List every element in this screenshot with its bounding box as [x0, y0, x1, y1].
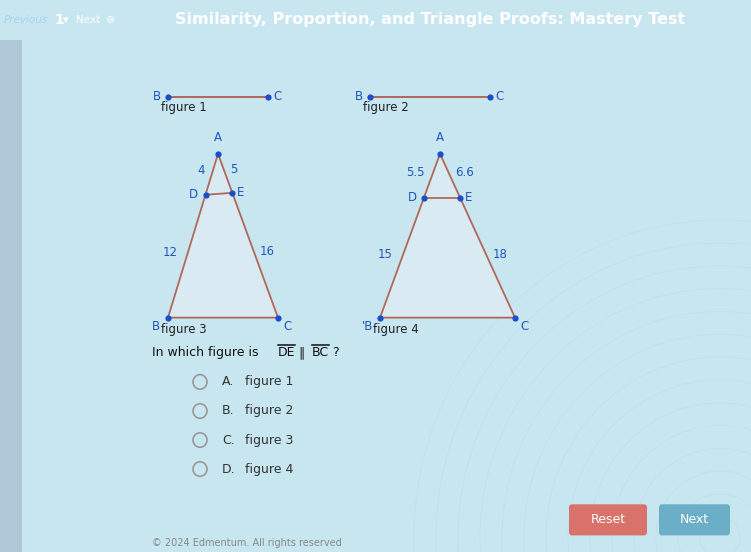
Text: D.: D. — [222, 463, 236, 475]
Text: B.: B. — [222, 405, 234, 417]
Text: © 2024 Edmentum. All rights reserved: © 2024 Edmentum. All rights reserved — [152, 538, 342, 548]
Text: C: C — [273, 91, 282, 103]
Text: ?: ? — [332, 347, 339, 359]
Text: ▾: ▾ — [63, 15, 68, 25]
Text: In which figure is: In which figure is — [152, 347, 258, 359]
Text: B: B — [355, 91, 363, 103]
Polygon shape — [380, 154, 515, 317]
Text: C: C — [520, 320, 528, 333]
Text: C: C — [283, 320, 291, 333]
Text: ∥: ∥ — [298, 347, 304, 359]
Text: Next: Next — [76, 15, 100, 25]
Text: 16: 16 — [260, 245, 275, 258]
Text: 1: 1 — [54, 13, 64, 27]
Text: B: B — [153, 91, 161, 103]
Text: 4: 4 — [198, 164, 205, 177]
FancyBboxPatch shape — [659, 505, 730, 535]
Text: E: E — [465, 191, 472, 204]
Text: Previous: Previous — [4, 15, 48, 25]
Text: 5: 5 — [230, 163, 237, 176]
Text: ⊕: ⊕ — [106, 15, 116, 25]
Text: A: A — [214, 131, 222, 145]
Text: DE: DE — [278, 347, 295, 359]
Text: figure 2: figure 2 — [245, 405, 294, 417]
Text: 12: 12 — [163, 246, 178, 259]
Text: BC: BC — [312, 347, 329, 359]
Text: Next: Next — [680, 513, 709, 527]
Text: Reset: Reset — [590, 513, 626, 527]
Text: 15: 15 — [378, 248, 393, 261]
Text: figure 3: figure 3 — [161, 323, 207, 336]
Text: Similarity, Proportion, and Triangle Proofs: Mastery Test: Similarity, Proportion, and Triangle Pro… — [175, 12, 685, 28]
Text: D: D — [189, 188, 198, 201]
Text: D: D — [408, 191, 417, 204]
Text: C: C — [495, 91, 503, 103]
Text: A.: A. — [222, 375, 234, 389]
Text: figure 1: figure 1 — [161, 102, 207, 114]
Text: 5.5: 5.5 — [406, 166, 425, 179]
Text: 18: 18 — [493, 248, 508, 261]
Text: 6.6: 6.6 — [455, 166, 474, 179]
Text: E: E — [237, 187, 245, 199]
Bar — [0, 40, 22, 552]
Text: figure 4: figure 4 — [245, 463, 294, 475]
Text: figure 1: figure 1 — [245, 375, 294, 389]
Text: A: A — [436, 131, 444, 145]
Text: figure 4: figure 4 — [373, 323, 419, 336]
Text: C.: C. — [222, 433, 235, 447]
Text: B: B — [152, 320, 160, 333]
Text: figure 3: figure 3 — [245, 433, 294, 447]
FancyBboxPatch shape — [569, 505, 647, 535]
Text: 'B: 'B — [362, 320, 373, 333]
Polygon shape — [168, 154, 278, 317]
Text: figure 2: figure 2 — [363, 102, 409, 114]
